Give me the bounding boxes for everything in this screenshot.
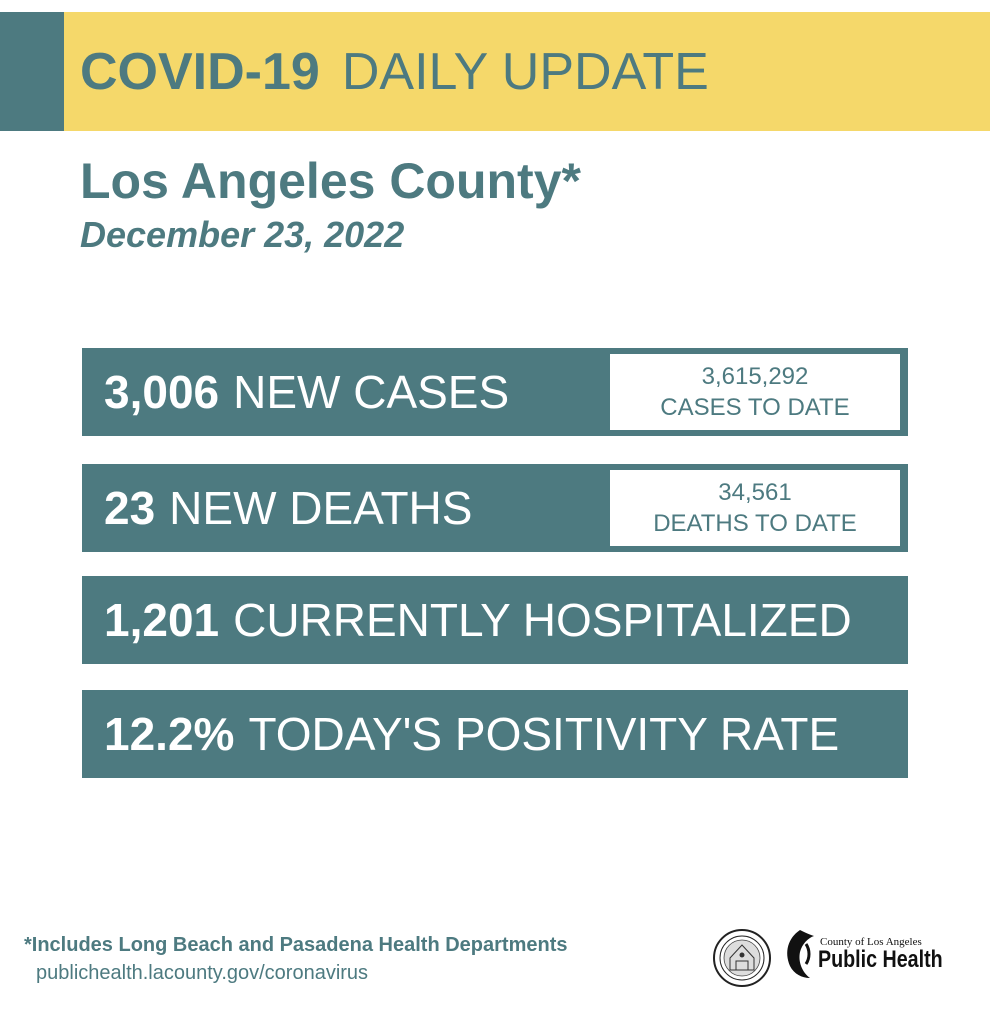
title-daily-update: DAILY UPDATE — [341, 42, 709, 101]
public-health-logo: County of Los Angeles Public Health — [780, 926, 970, 982]
report-date: December 23, 2022 — [80, 214, 405, 255]
positivity-number: 12.2% — [104, 708, 235, 760]
hospitalized-label: CURRENTLY HOSPITALIZED — [233, 594, 852, 646]
page-title: COVID-19 DAILY UPDATE — [80, 12, 709, 131]
source-url-link[interactable]: publichealth.lacounty.gov/coronavirus — [36, 962, 369, 984]
cases-to-date-box: 3,615,292 CASES TO DATE — [610, 354, 900, 430]
new-deaths-number: 23 — [104, 482, 156, 534]
cases-to-date-number: 3,615,292 — [701, 363, 809, 390]
public-health-mark-icon — [780, 926, 818, 982]
stat-hospitalized-text: 1,201 CURRENTLY HOSPITALIZED — [104, 576, 852, 664]
new-cases-number: 3,006 — [104, 366, 220, 418]
public-health-county-text: County of Los Angeles — [820, 936, 922, 948]
header-banner: COVID-19 DAILY UPDATE — [0, 12, 990, 131]
cases-to-date-label: CASES TO DATE — [660, 394, 850, 421]
new-cases-label: NEW CASES — [233, 366, 510, 418]
public-health-text: Public Health — [818, 946, 943, 973]
deaths-to-date-box: 34,561 DEATHS TO DATE — [610, 470, 900, 546]
positivity-label: TODAY'S POSITIVITY RATE — [248, 708, 840, 760]
hospitalized-number: 1,201 — [104, 594, 220, 646]
deaths-to-date-label: DEATHS TO DATE — [653, 510, 857, 537]
stat-positivity-text: 12.2% TODAY'S POSITIVITY RATE — [104, 690, 839, 778]
stat-hospitalized: 1,201 CURRENTLY HOSPITALIZED — [82, 576, 908, 664]
county-seal-icon — [712, 928, 772, 988]
stat-new-deaths-text: 23 NEW DEATHS — [104, 464, 472, 552]
stat-new-cases-text: 3,006 NEW CASES — [104, 348, 509, 436]
new-deaths-label: NEW DEATHS — [169, 482, 473, 534]
deaths-to-date-number: 34,561 — [718, 479, 792, 506]
footnote: *Includes Long Beach and Pasadena Health… — [24, 934, 568, 956]
stat-positivity-rate: 12.2% TODAY'S POSITIVITY RATE — [82, 690, 908, 778]
header-accent-bar — [0, 12, 64, 131]
stat-new-deaths: 23 NEW DEATHS 34,561 DEATHS TO DATE — [82, 464, 908, 552]
county-heading: Los Angeles County* — [80, 153, 581, 209]
stat-new-cases: 3,006 NEW CASES 3,615,292 CASES TO DATE — [82, 348, 908, 436]
title-covid: COVID-19 — [80, 42, 320, 101]
